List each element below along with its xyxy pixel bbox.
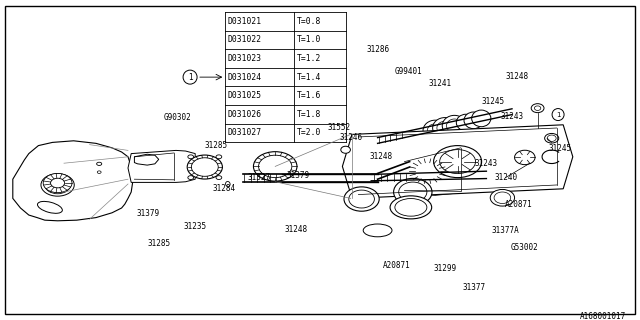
Text: D031023: D031023 [228, 54, 262, 63]
Text: 31379: 31379 [137, 209, 160, 218]
Polygon shape [128, 150, 195, 182]
Text: 31243: 31243 [500, 112, 524, 121]
Text: 31379: 31379 [286, 171, 309, 180]
Text: T=1.0: T=1.0 [297, 36, 321, 44]
Ellipse shape [394, 179, 432, 205]
Text: 31286: 31286 [366, 45, 389, 54]
Text: 31327: 31327 [248, 173, 271, 182]
Text: 1: 1 [556, 112, 561, 117]
Text: D031025: D031025 [228, 91, 262, 100]
Ellipse shape [409, 159, 446, 184]
Text: 31235: 31235 [184, 222, 207, 231]
Ellipse shape [188, 155, 223, 179]
Ellipse shape [97, 162, 102, 165]
Ellipse shape [464, 112, 483, 129]
Ellipse shape [216, 176, 222, 180]
Text: 1: 1 [188, 73, 193, 82]
Text: 31285: 31285 [147, 239, 170, 248]
Polygon shape [134, 154, 159, 165]
Text: T=1.2: T=1.2 [297, 54, 321, 63]
Text: T=1.4: T=1.4 [297, 73, 321, 82]
Text: 31241: 31241 [429, 79, 452, 88]
Text: 31243: 31243 [475, 159, 498, 168]
Ellipse shape [433, 117, 457, 138]
Ellipse shape [490, 189, 515, 206]
Ellipse shape [423, 120, 447, 141]
Text: 31245: 31245 [548, 144, 572, 153]
Text: T=1.8: T=1.8 [297, 110, 321, 119]
Text: 31246: 31246 [339, 133, 362, 142]
Text: G53002: G53002 [511, 244, 539, 252]
Ellipse shape [188, 176, 193, 180]
Ellipse shape [225, 181, 230, 187]
Text: 31377: 31377 [462, 284, 485, 292]
Polygon shape [342, 125, 573, 198]
Ellipse shape [390, 196, 432, 219]
Ellipse shape [41, 174, 74, 196]
Text: 31245: 31245 [481, 97, 504, 106]
Ellipse shape [472, 110, 491, 127]
Text: G99401: G99401 [394, 67, 422, 76]
Ellipse shape [468, 164, 473, 169]
Text: T=0.8: T=0.8 [297, 17, 321, 26]
Text: 31248: 31248 [369, 152, 392, 161]
Ellipse shape [456, 114, 476, 131]
Text: D031027: D031027 [228, 128, 262, 137]
Text: A20871: A20871 [504, 200, 532, 209]
Text: 31285: 31285 [205, 141, 228, 150]
Ellipse shape [137, 166, 142, 172]
Text: D031022: D031022 [228, 36, 262, 44]
Text: 31248: 31248 [284, 225, 307, 234]
Text: D031024: D031024 [228, 73, 262, 82]
Polygon shape [131, 154, 168, 167]
Text: 31284: 31284 [212, 184, 236, 193]
Ellipse shape [434, 146, 481, 178]
Text: A168001017: A168001017 [580, 312, 626, 320]
Text: 31299: 31299 [433, 264, 456, 273]
Ellipse shape [442, 115, 467, 136]
Ellipse shape [463, 161, 468, 166]
Ellipse shape [344, 187, 379, 211]
Ellipse shape [399, 137, 417, 150]
Text: G90302: G90302 [163, 113, 191, 122]
Text: 31552: 31552 [328, 124, 351, 132]
Ellipse shape [531, 104, 544, 113]
Text: D031021: D031021 [228, 17, 262, 26]
Ellipse shape [545, 133, 559, 143]
Text: T=1.6: T=1.6 [297, 91, 321, 100]
Text: 31377A: 31377A [492, 226, 520, 235]
Ellipse shape [364, 224, 392, 237]
Ellipse shape [216, 155, 222, 159]
Text: 31248: 31248 [506, 72, 529, 81]
Ellipse shape [43, 173, 72, 193]
Polygon shape [13, 141, 133, 221]
Ellipse shape [38, 201, 62, 213]
Text: 31240: 31240 [494, 173, 517, 182]
Text: T=2.0: T=2.0 [297, 128, 321, 137]
Text: D031026: D031026 [228, 110, 262, 119]
Ellipse shape [253, 152, 297, 181]
Ellipse shape [188, 155, 193, 159]
Polygon shape [397, 143, 467, 195]
Ellipse shape [515, 150, 535, 164]
Text: A20871: A20871 [383, 261, 411, 270]
Ellipse shape [51, 178, 65, 188]
Ellipse shape [341, 146, 351, 153]
